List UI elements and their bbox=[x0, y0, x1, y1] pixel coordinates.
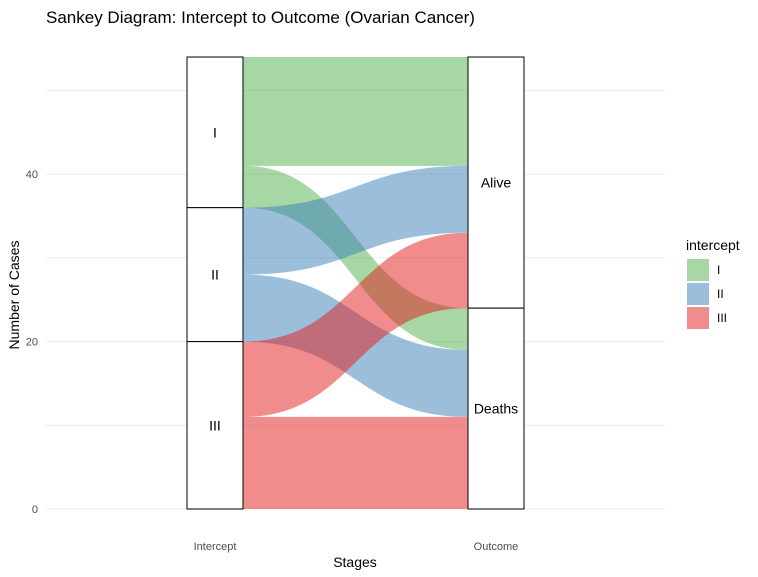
x-tick-label: Intercept bbox=[194, 541, 237, 553]
flow-iii-to-alive bbox=[243, 232, 468, 417]
legend-title: intercept bbox=[686, 237, 740, 253]
intercept-stratum-label: III bbox=[209, 417, 221, 433]
x-axis-title: Stages bbox=[333, 554, 377, 570]
tick-layer: 0 20 40 Intercept Outcome bbox=[26, 169, 519, 553]
y-tick-label: 40 bbox=[26, 169, 38, 181]
legend-swatch-iii bbox=[687, 307, 709, 329]
outcome-stratum-label: Deaths bbox=[474, 401, 518, 417]
intercept-stratum-ii bbox=[186, 207, 244, 343]
outcome-stratum-label: Alive bbox=[481, 175, 512, 191]
flow-iii-to-deaths bbox=[243, 416, 468, 509]
outcome-stratum-deaths bbox=[467, 307, 525, 510]
flow-ii-to-alive bbox=[243, 165, 468, 275]
legend-label: III bbox=[717, 311, 727, 325]
intercept-stratum-label: II bbox=[211, 267, 219, 283]
legend-swatch-ii bbox=[687, 283, 709, 305]
intercept-stratum-iii bbox=[186, 341, 244, 510]
intercept-stratum-label: I bbox=[213, 124, 217, 140]
legend-label: II bbox=[717, 287, 724, 301]
legend-swatch-i bbox=[687, 259, 709, 281]
chart-title: Sankey Diagram: Intercept to Outcome (Ov… bbox=[46, 8, 475, 27]
y-tick-label: 20 bbox=[26, 337, 38, 349]
y-axis-title: Number of Cases bbox=[6, 241, 22, 350]
legend-label: I bbox=[717, 263, 720, 277]
flow-i-to-alive bbox=[243, 57, 468, 166]
flow-layer bbox=[243, 57, 468, 509]
y-tick-label: 0 bbox=[32, 504, 38, 516]
x-tick-label: Outcome bbox=[474, 541, 519, 553]
intercept-stratum-i bbox=[186, 56, 244, 209]
